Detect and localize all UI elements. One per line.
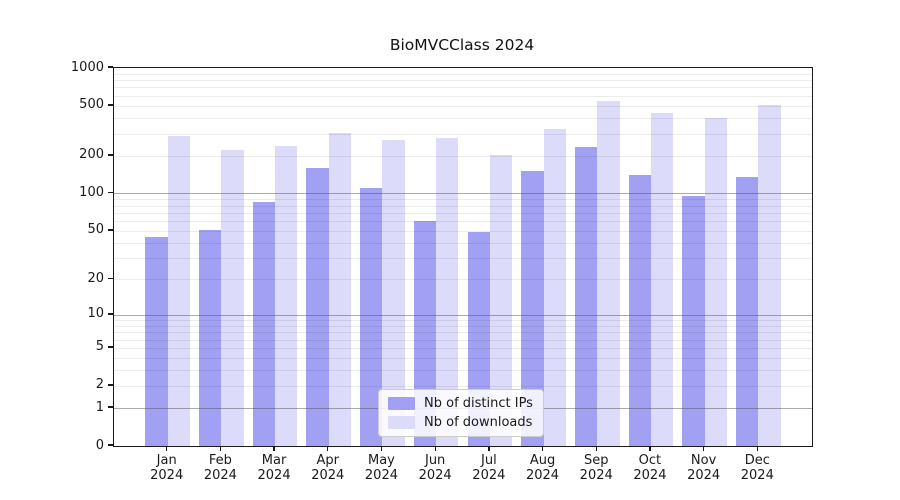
legend: Nb of distinct IPs Nb of downloads bbox=[378, 389, 544, 437]
gridline-minor bbox=[114, 80, 812, 82]
x-tick-label: May 2024 bbox=[364, 453, 398, 483]
y-tick-mark bbox=[108, 346, 113, 348]
bar-downloads bbox=[704, 118, 727, 446]
x-tick-mark bbox=[166, 446, 168, 451]
bar-distinct-ips bbox=[306, 167, 329, 446]
y-tick-label: 500 bbox=[79, 97, 104, 113]
gridline-minor bbox=[114, 105, 812, 107]
y-tick-label: 5 bbox=[95, 339, 104, 355]
x-tick-label: Apr 2024 bbox=[311, 453, 345, 483]
bar-downloads bbox=[436, 138, 459, 446]
y-tick-label: 0 bbox=[95, 437, 104, 453]
x-tick-mark bbox=[649, 446, 651, 451]
bar-distinct-ips bbox=[360, 188, 383, 446]
x-tick-label: Oct 2024 bbox=[633, 453, 667, 483]
bar-downloads bbox=[275, 145, 298, 446]
bar-distinct-ips bbox=[199, 229, 222, 446]
chart-title: BioMVCClass 2024 bbox=[389, 36, 535, 54]
x-tick-mark bbox=[327, 446, 329, 451]
legend-item-downloads: Nb of downloads bbox=[388, 415, 533, 430]
x-tick-label: Aug 2024 bbox=[525, 453, 560, 483]
y-tick-label: 20 bbox=[87, 270, 104, 286]
gridline-minor bbox=[114, 95, 812, 97]
bar-downloads bbox=[221, 149, 244, 446]
x-tick-label: Nov 2024 bbox=[687, 453, 721, 483]
x-tick-mark bbox=[219, 446, 222, 451]
x-tick-mark bbox=[756, 446, 758, 451]
x-tick-label: Mar 2024 bbox=[257, 453, 291, 483]
y-tick-mark bbox=[108, 66, 113, 68]
gridline-minor bbox=[114, 87, 812, 89]
y-tick-label: 10 bbox=[87, 306, 104, 322]
x-tick-mark bbox=[488, 446, 490, 451]
bar-distinct-ips bbox=[628, 175, 651, 446]
legend-label-distinct-ips: Nb of distinct IPs bbox=[424, 396, 533, 411]
bar-distinct-ips bbox=[574, 147, 598, 446]
x-tick-mark bbox=[595, 446, 597, 451]
x-tick-mark bbox=[273, 446, 275, 451]
bar-downloads bbox=[543, 129, 566, 446]
bar-distinct-ips bbox=[145, 236, 168, 446]
y-tick-mark bbox=[108, 444, 113, 446]
y-tick-label: 1 bbox=[95, 399, 104, 415]
legend-swatch-distinct-ips-icon bbox=[388, 397, 415, 410]
gridline-minor bbox=[114, 73, 812, 75]
y-tick-label: 100 bbox=[79, 184, 104, 200]
bar-downloads bbox=[167, 135, 190, 446]
legend-item-distinct-ips: Nb of distinct IPs bbox=[388, 396, 533, 411]
x-tick-label: Feb 2024 bbox=[203, 453, 237, 483]
x-tick-label: Jun 2024 bbox=[418, 453, 452, 483]
x-tick-mark bbox=[703, 446, 705, 451]
x-tick-label: Dec 2024 bbox=[740, 453, 774, 483]
y-tick-mark bbox=[108, 191, 113, 194]
bar-distinct-ips bbox=[252, 201, 276, 446]
y-tick-mark bbox=[108, 229, 113, 231]
y-tick-label: 200 bbox=[79, 147, 104, 163]
y-tick-mark bbox=[108, 277, 113, 280]
bar-distinct-ips bbox=[682, 196, 705, 446]
legend-label-downloads: Nb of downloads bbox=[424, 415, 533, 430]
bar-downloads bbox=[328, 132, 352, 446]
bar-distinct-ips bbox=[521, 171, 544, 446]
y-tick-label: 50 bbox=[87, 222, 104, 238]
y-tick-label: 2 bbox=[95, 377, 104, 393]
bar-downloads bbox=[597, 101, 620, 446]
y-tick-mark bbox=[108, 313, 113, 315]
y-tick-mark bbox=[108, 406, 113, 408]
y-tick-mark bbox=[108, 154, 113, 156]
bar-downloads bbox=[489, 154, 513, 446]
x-tick-label: Sep 2024 bbox=[579, 453, 613, 483]
bar-downloads bbox=[758, 105, 781, 446]
y-tick-mark bbox=[108, 384, 113, 386]
x-tick-mark bbox=[541, 446, 544, 451]
y-tick-label: 1000 bbox=[70, 59, 104, 75]
y-tick-mark bbox=[108, 104, 113, 106]
bar-downloads bbox=[650, 113, 674, 446]
x-tick-mark bbox=[380, 446, 383, 451]
plot-area bbox=[113, 67, 813, 447]
bar-downloads bbox=[382, 139, 405, 446]
x-tick-label: Jul 2024 bbox=[472, 453, 506, 483]
bar-distinct-ips bbox=[736, 177, 759, 446]
legend-swatch-downloads-icon bbox=[388, 416, 415, 429]
x-tick-label: Jan 2024 bbox=[150, 453, 184, 483]
x-tick-mark bbox=[434, 446, 436, 451]
